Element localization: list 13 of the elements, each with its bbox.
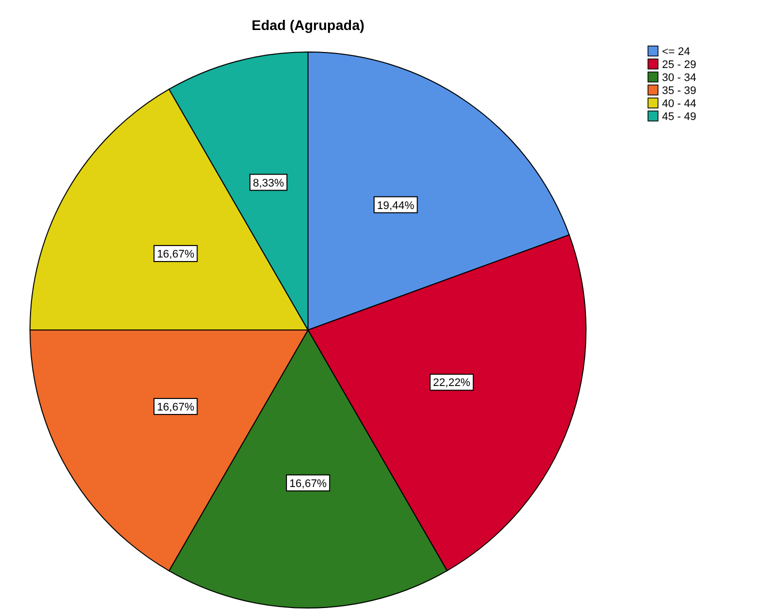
- data-label: 22,22%: [433, 377, 471, 390]
- data-label: 19,44%: [377, 200, 415, 212]
- legend-label: 45 - 49: [662, 111, 696, 123]
- chart-title: Edad (Agrupada): [252, 17, 364, 33]
- data-label: 16,67%: [156, 248, 194, 261]
- legend-label: <= 24: [662, 46, 690, 58]
- legend-label: 30 - 34: [662, 72, 696, 84]
- data-label: 16,67%: [289, 478, 327, 490]
- data-label: 8,33%: [252, 177, 284, 190]
- legend-label: 40 - 44: [662, 98, 696, 110]
- legend-label: 25 - 29: [662, 59, 696, 71]
- data-label: 16,67%: [156, 401, 194, 414]
- legend-label: 35 - 39: [662, 85, 696, 97]
